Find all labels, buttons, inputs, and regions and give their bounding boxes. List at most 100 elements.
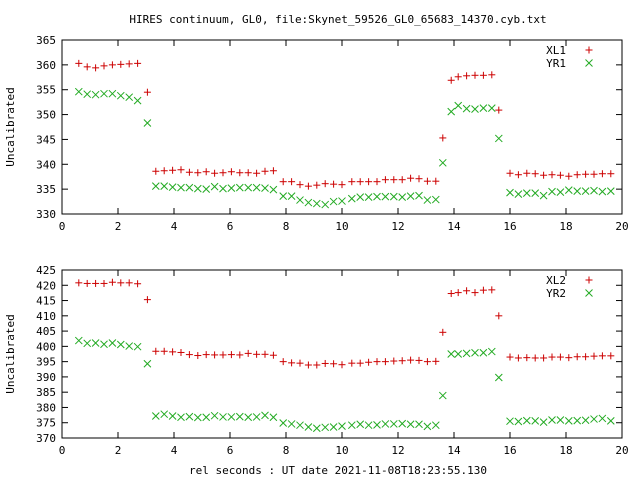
data-point (330, 360, 338, 368)
data-point (607, 170, 615, 178)
data-point (287, 420, 296, 428)
plots-container: 0 2 4 6 8 10 12 14 16 18 2033033534034535035536036… (4, 34, 629, 457)
data-point (193, 184, 202, 193)
data-point (523, 354, 531, 362)
data-point (356, 420, 365, 429)
data-point (169, 166, 177, 174)
data-point (269, 185, 278, 194)
data-point (479, 286, 487, 294)
series-YR1 (74, 87, 615, 209)
data-point (160, 347, 168, 355)
data-point (329, 423, 338, 431)
data-point (108, 89, 117, 98)
data-point (471, 71, 479, 79)
data-point (487, 347, 496, 356)
data-point (373, 192, 381, 201)
y-tick-label: 365 (36, 34, 56, 47)
data-point (160, 410, 169, 419)
x-tick-label: 10 (335, 444, 348, 457)
data-point (381, 192, 390, 201)
data-point (531, 354, 539, 362)
data-point (92, 64, 100, 72)
data-point (447, 107, 456, 116)
data-point (253, 350, 261, 358)
y-axis-label: Uncalibrated (4, 87, 17, 166)
data-point (471, 348, 479, 357)
data-point (398, 176, 406, 184)
data-point (548, 353, 556, 361)
data-point (381, 420, 390, 428)
data-point (235, 412, 244, 421)
data-point (116, 91, 125, 100)
y-tick-label: 400 (36, 340, 56, 353)
data-point (548, 187, 556, 196)
data-point (471, 105, 479, 113)
data-point (454, 350, 463, 358)
data-point (168, 412, 177, 420)
series-XL2 (75, 278, 615, 369)
x-tick-label: 14 (447, 220, 461, 233)
data-point (269, 413, 278, 422)
data-point (252, 183, 261, 192)
data-point (304, 198, 313, 207)
y-tick-label: 405 (36, 325, 56, 338)
data-point (236, 351, 244, 359)
y-tick-label: 355 (36, 84, 56, 97)
data-point (540, 171, 548, 179)
data-point (556, 416, 565, 424)
data-point (364, 193, 373, 201)
data-point (415, 175, 423, 183)
data-point (438, 158, 447, 167)
data-point (125, 279, 133, 287)
x-tick-label: 12 (391, 220, 404, 233)
data-point (269, 351, 277, 359)
data-point (177, 413, 185, 422)
data-point (581, 187, 590, 195)
data-point (194, 352, 202, 360)
x-tick-label: 12 (391, 444, 404, 457)
data-point (108, 278, 116, 286)
data-point (338, 422, 346, 430)
data-point (347, 421, 356, 430)
data-point (100, 279, 108, 287)
data-point (296, 181, 304, 189)
data-point (168, 183, 177, 192)
x-tick-label: 0 (59, 220, 66, 233)
data-point (407, 174, 415, 182)
data-point (321, 180, 329, 188)
data-point (193, 413, 202, 422)
data-point (100, 62, 108, 70)
data-point (447, 76, 455, 84)
data-point (389, 192, 398, 201)
data-point (211, 351, 219, 359)
data-point (564, 186, 573, 194)
data-point (261, 411, 269, 420)
data-point (152, 347, 160, 355)
data-point (390, 176, 398, 184)
data-point (321, 359, 329, 367)
data-point (582, 170, 590, 178)
plot-frame (61, 269, 623, 439)
x-tick-label: 2 (115, 444, 122, 457)
data-point (423, 422, 432, 431)
data-point (169, 348, 177, 356)
data-point (607, 352, 615, 360)
data-point (83, 339, 92, 348)
data-point (598, 352, 606, 360)
series-XL1 (75, 59, 615, 190)
data-point (330, 180, 338, 188)
y-tick-label: 410 (36, 310, 56, 323)
data-point (407, 356, 415, 364)
data-point (312, 199, 321, 208)
legend-label: YR1 (546, 57, 566, 70)
data-point (573, 171, 581, 179)
data-point (590, 352, 598, 360)
data-point (454, 73, 462, 81)
data-point (219, 169, 227, 177)
data-point (125, 60, 133, 68)
x-tick-label: 18 (559, 220, 572, 233)
y-tick-label: 370 (36, 432, 56, 445)
data-point (423, 196, 432, 204)
data-point (347, 194, 356, 203)
data-point (287, 192, 296, 200)
